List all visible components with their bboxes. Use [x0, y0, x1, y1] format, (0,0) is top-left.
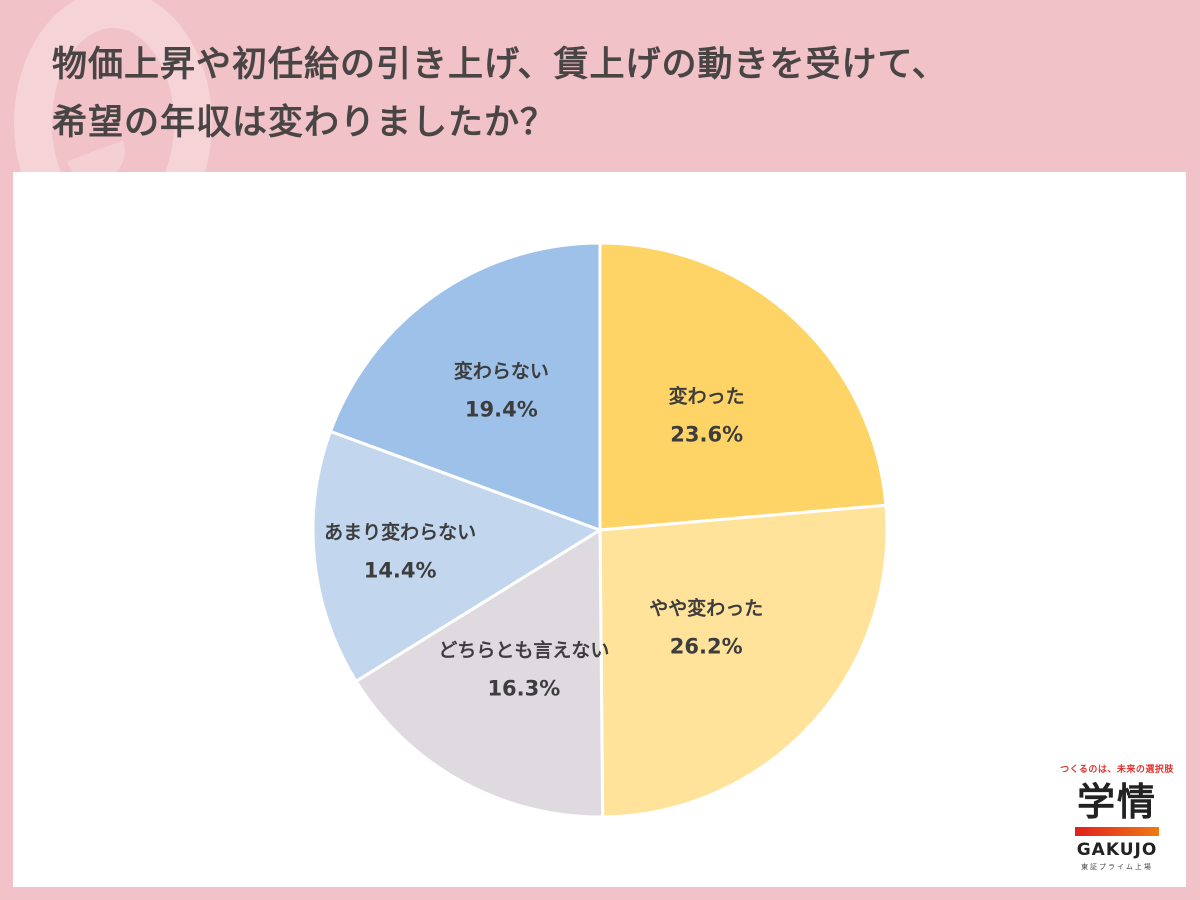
slice-value: 23.6%	[670, 422, 744, 447]
slice-label: やや変わった 26.2%	[649, 594, 763, 659]
logo-gradient-bar	[1075, 827, 1159, 836]
slice-category: やや変わった	[649, 597, 764, 620]
gakujo-logo: つくるのは、未来の選択肢 学情 GAKUJO 東証プライム上場	[1058, 762, 1176, 872]
slice-value: 14.4%	[363, 558, 437, 583]
title-line-2: 希望の年収は変わりましたか？	[52, 103, 557, 143]
slice-category: あまり変わらない	[324, 521, 477, 544]
title-line-1: 物価上昇や初任給の引き上げ、賃上げの動きを受けて、	[52, 45, 948, 85]
page-title: 物価上昇や初任給の引き上げ、賃上げの動きを受けて、 希望の年収は変わりましたか？	[52, 36, 1172, 152]
slice-category: 変わらない	[453, 360, 549, 383]
logo-listing: 東証プライム上場	[1081, 863, 1153, 871]
slice-value: 16.3%	[487, 676, 561, 701]
pie-slice	[311, 429, 604, 684]
logo-brand-jp: 学情	[1076, 780, 1157, 824]
slice-label: 変わった 23.6%	[669, 381, 745, 446]
slice-category: どちらとも言えない	[438, 639, 610, 662]
pie-chart	[311, 241, 889, 819]
chart-card: 変わった 23.6% やや変わった 26.2% どちらとも言えない 16.3% あまり変わら…	[13, 172, 1186, 887]
slice-label: あまり変わらない 14.4%	[324, 518, 476, 583]
slice-value: 26.2%	[669, 634, 743, 659]
logo-brand-en: GAKUJO	[1076, 840, 1158, 860]
pie-slice	[598, 503, 889, 819]
slice-label: どちらとも言えない 16.3%	[438, 636, 609, 701]
slice-label: 変わらない 19.4%	[454, 356, 549, 421]
pie-slice	[328, 241, 602, 533]
slice-category: 変わった	[668, 385, 745, 408]
pie-slice	[354, 527, 605, 819]
slice-value: 19.4%	[464, 397, 538, 422]
logo-tagline: つくるのは、未来の選択肢	[1060, 765, 1174, 775]
pie-slice	[598, 241, 888, 532]
